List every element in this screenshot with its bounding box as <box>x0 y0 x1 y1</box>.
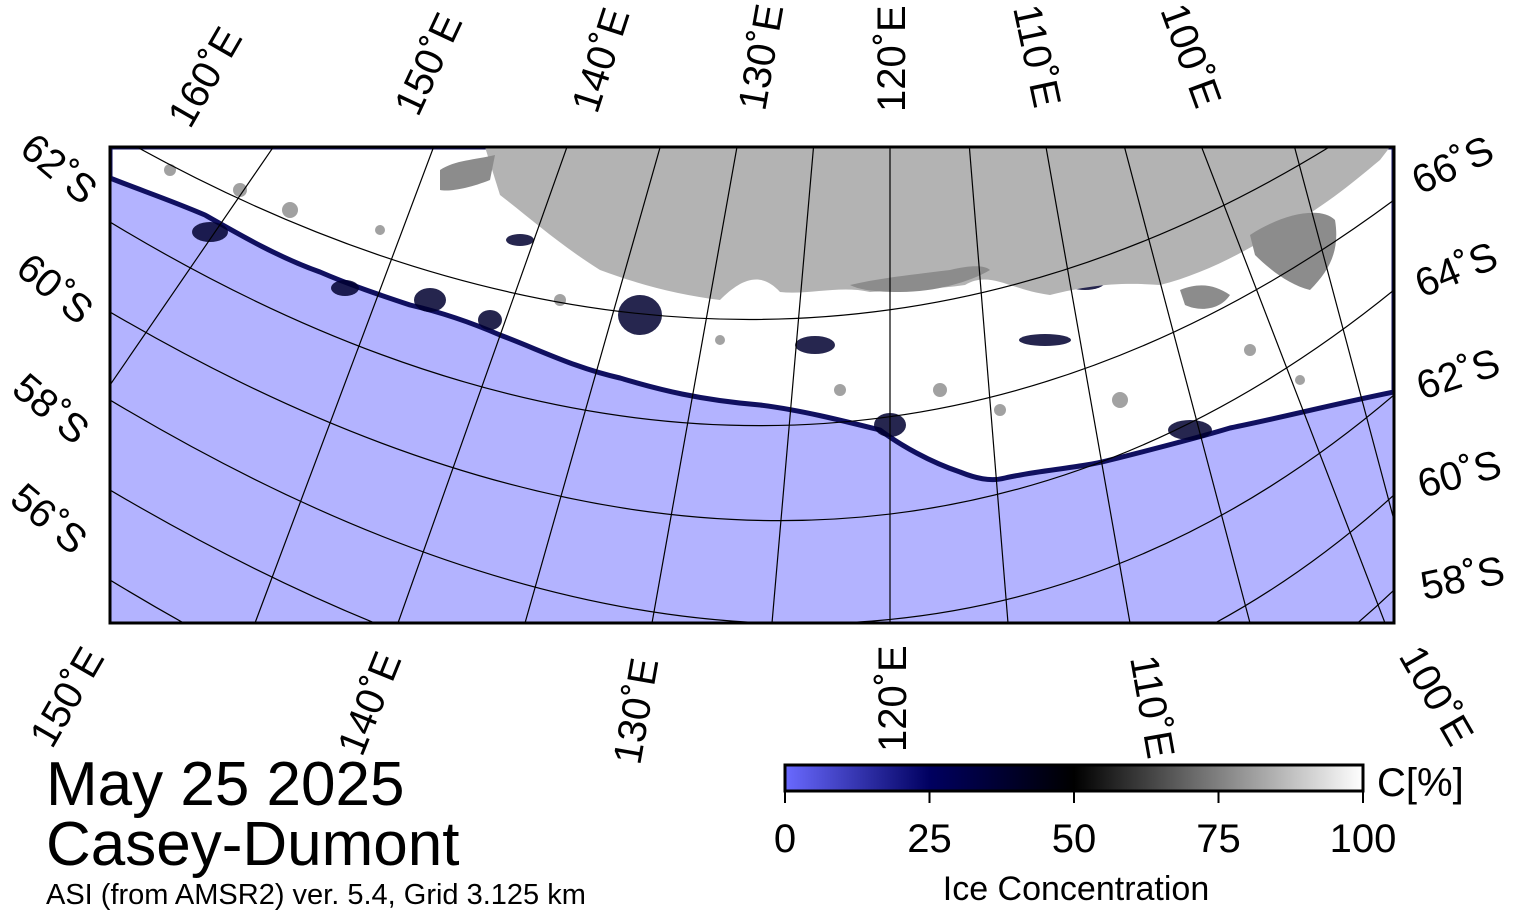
product-info: ASI (from AMSR2) ver. 5.4, Grid 3.125 km <box>46 879 586 911</box>
colorbar-label: Ice Concentration <box>943 870 1210 908</box>
colorbar-unit: C[%] <box>1377 761 1464 805</box>
lat-label-left: 56˚S <box>2 475 95 563</box>
colorbar-tick-label: 50 <box>1052 817 1097 861</box>
lon-label-top: 100˚E <box>1152 0 1230 113</box>
colorbar <box>783 763 1365 793</box>
lon-label-bottom: 140˚E <box>330 646 411 761</box>
region-name: Casey-Dumont <box>46 810 460 879</box>
lat-label-left: 62˚S <box>12 125 105 213</box>
colorbar-tick-label: 75 <box>1196 817 1241 861</box>
lat-label-right: 66˚S <box>1405 128 1500 204</box>
lon-label-top: 120˚E <box>870 5 914 112</box>
lon-label-bottom: 110˚E <box>1121 652 1182 762</box>
lon-label-top: 130˚E <box>731 1 793 114</box>
map-date: May 25 2025 <box>46 750 405 819</box>
lat-label-left: 60˚S <box>8 245 101 333</box>
lon-label-bottom: 120˚E <box>871 645 915 752</box>
lon-label-bottom: 130˚E <box>606 655 668 768</box>
graticule <box>110 147 1394 623</box>
lat-label-right: 60˚S <box>1413 442 1506 506</box>
lon-label-top: 140˚E <box>564 3 639 118</box>
lon-label-top: 150˚E <box>386 6 471 121</box>
ice-shelf <box>440 155 1337 309</box>
lon-label-top: 110˚E <box>1004 1 1069 112</box>
colorbar-tick-label: 100 <box>1330 817 1397 861</box>
colorbar-tick-label: 0 <box>774 817 796 861</box>
lat-label-right: 64˚S <box>1409 234 1504 306</box>
lat-label-right: 58˚S <box>1417 548 1509 609</box>
map-frame <box>108 145 1396 625</box>
lon-label-top: 160˚E <box>160 20 251 134</box>
antarctic-land <box>485 147 1390 300</box>
ice-texture-flecks <box>164 164 1305 416</box>
colorbar-tick-label: 25 <box>907 817 952 861</box>
lat-label-left: 58˚S <box>4 365 97 453</box>
lat-label-right: 62˚S <box>1411 341 1505 409</box>
lon-label-bottom: 100˚E <box>1390 639 1481 753</box>
lon-label-bottom: 150˚E <box>22 640 113 754</box>
